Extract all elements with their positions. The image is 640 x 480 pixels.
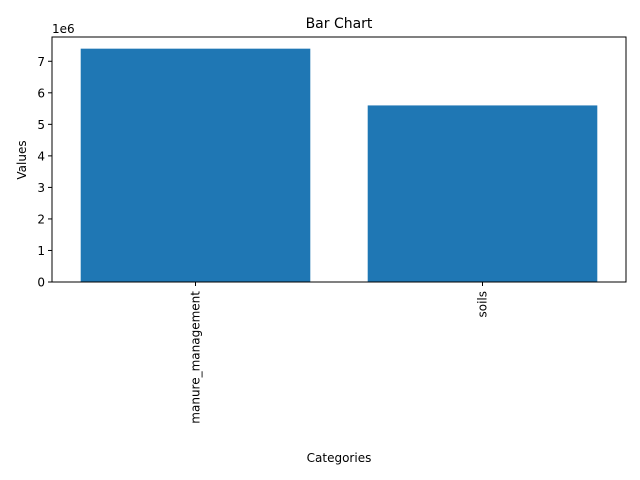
y-axis-label: Values (15, 140, 29, 179)
bar-manure_management (80, 48, 311, 282)
y-tick-label-6: 6 (37, 86, 45, 100)
y-tick-label-1: 1 (37, 244, 45, 258)
y-offset-label: 1e6 (52, 22, 75, 36)
y-tick-label-3: 3 (37, 181, 45, 195)
x-axis-label: Categories (307, 451, 372, 465)
chart-title: Bar Chart (306, 16, 373, 32)
y-tick-label-5: 5 (37, 118, 45, 132)
y-tick-label-0: 0 (37, 276, 45, 290)
y-tick-label-4: 4 (37, 149, 45, 163)
x-tick-label-soils: soils (476, 291, 490, 318)
y-tick-label-2: 2 (37, 212, 45, 226)
plot-frame (51, 36, 627, 283)
x-tick-label-manure_management: manure_management (189, 291, 203, 424)
y-tick-label-7: 7 (37, 55, 45, 69)
plot-area: manure_management soils 0 1 2 3 4 5 6 7 (37, 36, 627, 424)
bar-soils (367, 105, 598, 282)
